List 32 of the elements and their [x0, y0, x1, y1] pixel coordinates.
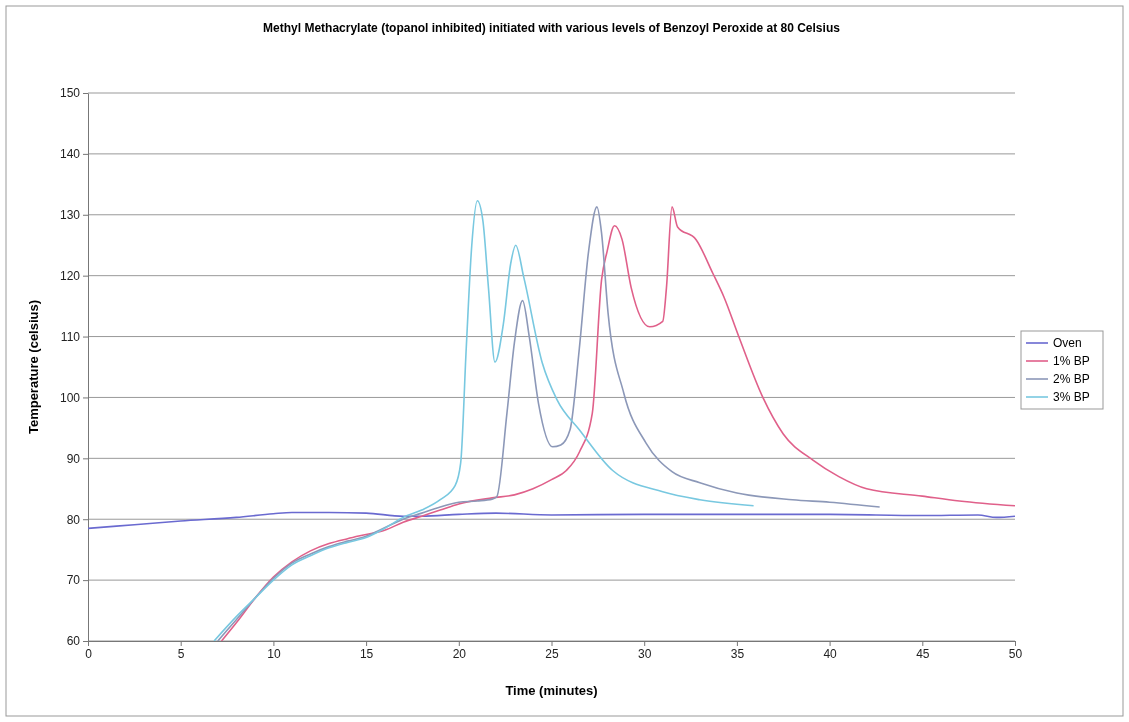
line-series [213, 199, 755, 641]
x-tick-label: 50 [1008, 646, 1023, 661]
line-series [88, 511, 1015, 530]
y-tick-label: 70 [66, 573, 81, 588]
x-tick-label: 45 [916, 646, 930, 661]
legend-label: 2% BP [1053, 372, 1090, 386]
y-tick-label: 90 [66, 451, 81, 466]
chart-title: Methyl Methacrylate (topanol inhibited) initiated with various levels of Benzoyl Peroxide at 80 Celsius [263, 21, 841, 35]
y-tick-label: 150 [59, 86, 81, 101]
x-axis-title: Time (minutes) [505, 683, 598, 698]
y-tick-label: 110 [60, 329, 81, 344]
x-tick-label: 25 [545, 646, 559, 661]
y-tick-label: 100 [59, 390, 81, 405]
y-tick-label: 130 [59, 208, 81, 223]
y-tick-label: 140 [59, 147, 81, 162]
x-tick-label: 40 [823, 646, 838, 661]
x-tick-label: 15 [359, 646, 374, 661]
legend-label: 1% BP [1053, 354, 1090, 368]
line-series [216, 206, 881, 641]
x-tick-label: 10 [267, 646, 281, 661]
y-tick-label: 60 [66, 634, 81, 649]
x-tick-label: 0 [85, 646, 93, 661]
y-tick-label: 80 [66, 512, 81, 527]
x-tick-label: 20 [452, 646, 467, 661]
legend-label: 3% BP [1053, 390, 1090, 404]
x-tick-label: 30 [638, 646, 652, 661]
line-series [220, 206, 1015, 641]
y-tick-label: 120 [59, 269, 81, 284]
legend-label: Oven [1053, 336, 1082, 350]
y-axis-title: Temperature (celsius) [26, 299, 41, 435]
x-tick-label: 5 [177, 646, 185, 661]
x-tick-label: 35 [730, 646, 745, 661]
